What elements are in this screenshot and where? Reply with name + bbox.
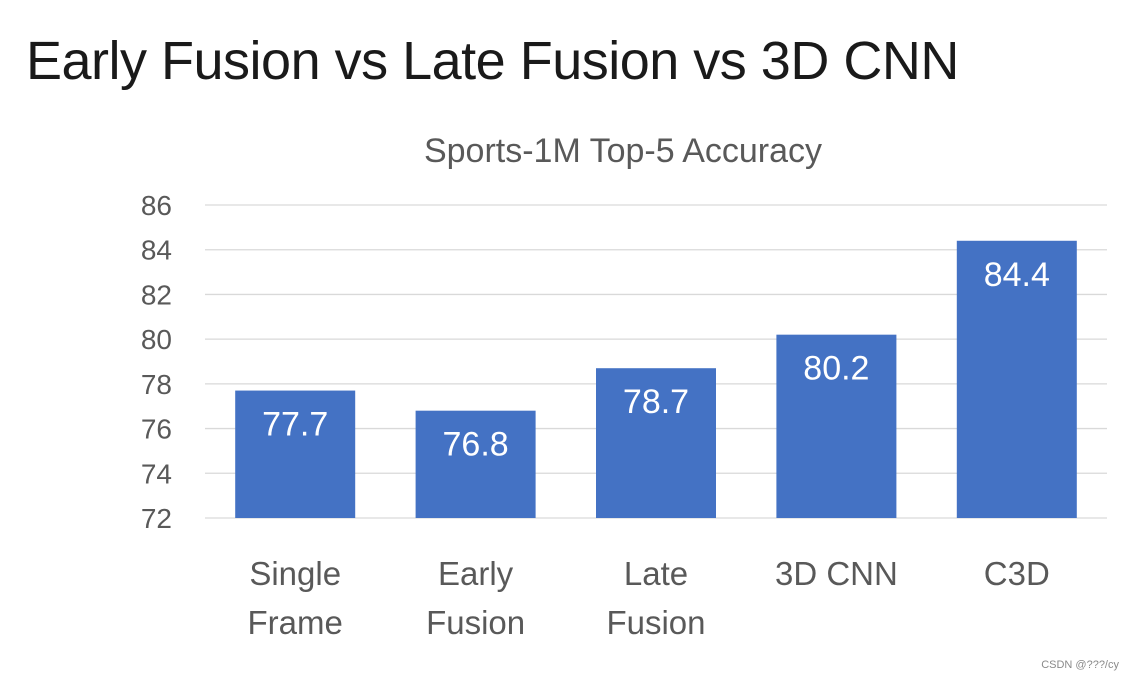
data-label: 77.7 [262,406,328,444]
bar [776,334,897,518]
data-label: 80.2 [803,350,869,388]
x-category-label: C3D [984,555,1050,592]
data-label: 78.7 [623,383,689,421]
bars: 77.7 76.8 78.7 80.2 84.4 [235,240,1077,518]
y-axis-ticks: 72 74 76 78 80 82 84 86 [141,190,172,534]
y-tick-label: 84 [141,235,172,266]
data-label: 76.8 [443,426,509,464]
bar [415,410,536,518]
watermark: CSDN @???/cy [1041,659,1119,671]
bar [956,240,1077,518]
slide-title: Early Fusion vs Late Fusion vs 3D CNN [26,31,959,91]
y-tick-label: 76 [141,414,172,445]
bar [596,368,716,518]
x-axis-labels: Single Frame Early Fusion Late Fusion 3D CNN C3… [248,555,1050,641]
y-tick-label: 86 [141,190,172,221]
chart-title: Sports-1M Top-5 Accuracy [424,132,822,170]
y-tick-label: 72 [141,503,172,534]
bar [235,390,356,518]
y-tick-label: 82 [141,279,172,310]
x-category-label: Single Frame [248,555,343,641]
x-category-label: Early Fusion [426,555,525,641]
y-tick-label: 74 [141,458,172,489]
y-tick-label: 80 [141,324,172,355]
x-category-label: Late Fusion [606,555,705,641]
x-category-label: 3D CNN [775,555,898,592]
data-label: 84.4 [984,256,1050,294]
y-tick-label: 78 [141,369,172,400]
